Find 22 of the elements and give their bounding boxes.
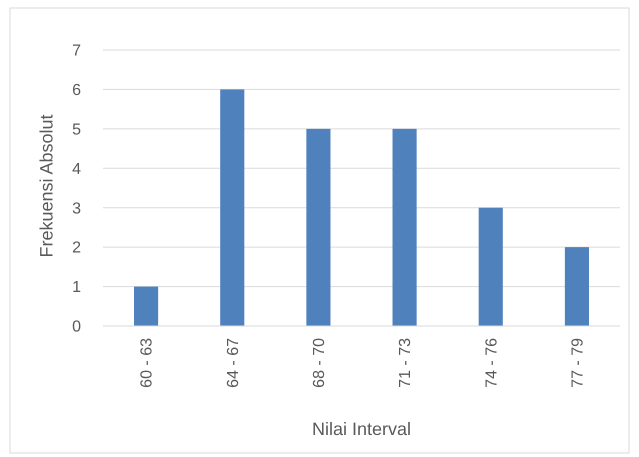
y-tick-label: 1 — [72, 279, 82, 296]
bar — [564, 247, 589, 326]
x-tick-label: 68 - 70 — [311, 338, 328, 388]
x-tick-label: 64 - 67 — [224, 338, 242, 388]
x-tick-label: 71 - 73 — [397, 338, 414, 388]
y-tick-label: 0 — [72, 318, 82, 336]
bar — [134, 286, 158, 326]
y-axis-title: Frekuensi Absolut — [36, 114, 56, 258]
y-tick-label: 3 — [72, 200, 82, 218]
x-tick-label: 74 - 76 — [483, 338, 500, 388]
x-tick-label: 77 - 79 — [570, 338, 587, 388]
y-tick-label: 2 — [72, 240, 82, 257]
y-tick-label: 5 — [72, 121, 82, 138]
y-tick-label: 4 — [72, 160, 82, 178]
x-tick-label: 60 - 63 — [138, 338, 156, 388]
bar — [306, 128, 330, 326]
x-axis-title: Nilai Interval — [312, 419, 412, 439]
bar — [478, 208, 503, 326]
y-tick-label: 7 — [72, 42, 82, 60]
bar — [220, 89, 244, 326]
y-tick-label: 6 — [72, 82, 82, 100]
bar — [392, 128, 417, 326]
